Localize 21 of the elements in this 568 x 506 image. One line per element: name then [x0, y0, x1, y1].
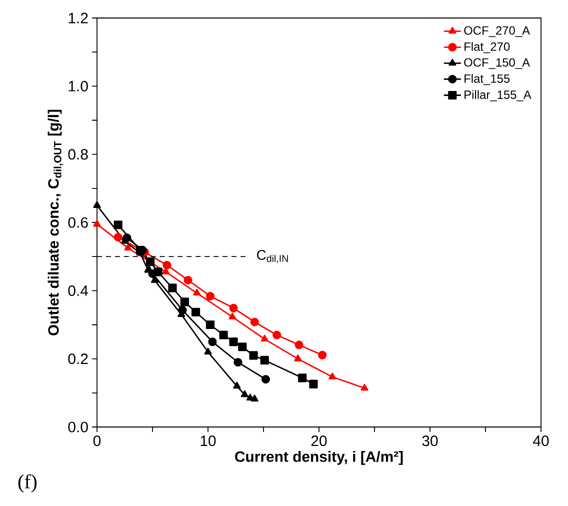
ref-line-label: C$_{dil,IN}$: [257, 250, 288, 264]
legend-label: Pillar_155_A: [464, 90, 532, 102]
y-tick-label: 0.8: [68, 149, 88, 160]
legend-label: Flat_270: [464, 42, 510, 54]
legend-label: Flat_155: [464, 74, 510, 86]
y-tick-label: 0.4: [68, 285, 88, 296]
text: (f): [18, 474, 37, 492]
y-tick-label: 1.2: [68, 12, 88, 24]
legend-label: OCF_150_A: [464, 58, 530, 69]
y-tick-label: 1.0: [68, 80, 88, 92]
x-tick-label: 40: [533, 436, 549, 446]
x-axis-title: Current density, i [A/m²]: [235, 450, 403, 465]
x-tick-label: 20: [311, 436, 327, 446]
legend-label: OCF_270_A: [464, 26, 530, 37]
y-tick-label: 0.0: [68, 422, 88, 432]
x-tick-label: 30: [422, 436, 438, 446]
y-tick-label: 0.2: [68, 354, 88, 364]
y-tick-label: 0.6: [68, 217, 88, 228]
x-tick-label: 10: [200, 436, 216, 446]
y-axis-title: Outlet diluate conc., C$_{dil,OUT}$ [g/l]: [48, 110, 63, 336]
x-tick-label: 0: [93, 436, 101, 446]
